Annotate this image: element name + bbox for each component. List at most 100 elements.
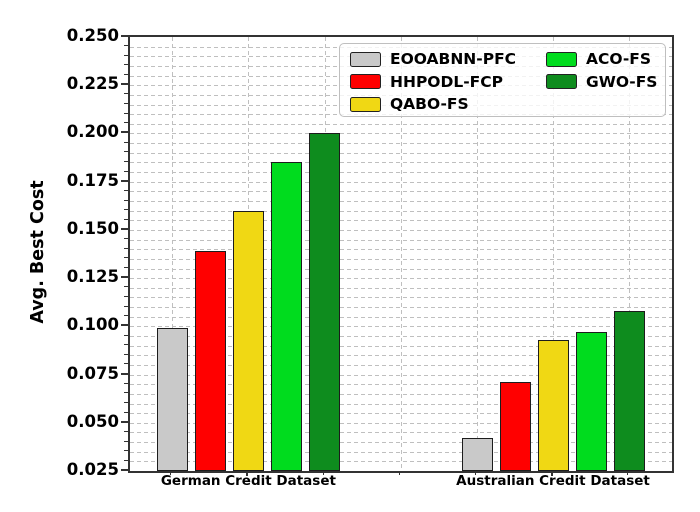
- bar-hhpodl-fcp-australian: [499, 382, 531, 471]
- y-major-tick: [121, 372, 128, 375]
- y-tick-label: 0.250: [66, 26, 119, 45]
- legend-column: EOOABNN-PFC HHPODL-FCP QABO-FS: [350, 48, 516, 116]
- y-minor-tick: [124, 430, 128, 432]
- y-axis-title: Avg. Best Cost: [28, 180, 48, 324]
- x-minor-tick: [474, 471, 476, 475]
- y-minor-tick: [124, 334, 128, 336]
- y-minor-tick: [124, 382, 128, 384]
- y-minor-tick: [124, 392, 128, 394]
- legend-label: HHPODL-FCP: [390, 72, 503, 91]
- bar-gwo-fs-australian: [613, 310, 645, 471]
- y-major-tick: [121, 276, 128, 279]
- legend-entry: ACO-FS: [546, 48, 657, 71]
- legend-label: EOOABNN-PFC: [390, 50, 517, 69]
- y-tick-label: 0.075: [66, 363, 119, 383]
- y-tick-label: 0.050: [66, 411, 119, 431]
- vertical-gridline: [629, 37, 631, 471]
- bar-eooabnn-pfc-german: [156, 328, 188, 471]
- y-minor-tick: [124, 402, 128, 403]
- legend-swatch-eooabnn-pfc: [350, 51, 381, 67]
- y-major-tick: [121, 324, 128, 327]
- y-minor-tick: [124, 54, 128, 56]
- y-major-tick: [121, 179, 128, 182]
- bar-aco-fs-australian: [575, 332, 607, 471]
- vertical-gridline: [553, 37, 554, 471]
- legend-label: ACO-FS: [586, 50, 652, 69]
- y-minor-tick: [124, 295, 128, 297]
- y-major-tick: [121, 35, 128, 37]
- y-minor-tick: [124, 267, 128, 268]
- y-minor-tick: [124, 257, 128, 259]
- legend-swatch-aco-fs: [546, 51, 577, 67]
- legend-entry: QABO-FS: [350, 93, 516, 116]
- y-tick-label: 0.150: [66, 218, 119, 238]
- x-minor-tick: [398, 471, 400, 475]
- x-major-tick: [246, 471, 249, 476]
- y-tick-label: 0.125: [66, 267, 119, 287]
- plot-area: EOOABNN-PFC HHPODL-FCP QABO-FS ACO-FS GWO-FS: [128, 35, 674, 473]
- x-tick-label: German Credit Dataset: [160, 473, 336, 489]
- y-minor-tick: [124, 411, 128, 413]
- y-minor-tick: [124, 74, 128, 76]
- legend: EOOABNN-PFC HHPODL-FCP QABO-FS ACO-FS GWO-FS: [339, 43, 666, 117]
- y-minor-tick: [124, 247, 128, 249]
- y-minor-tick: [124, 440, 128, 442]
- y-minor-tick: [124, 151, 128, 153]
- legend-entry: EOOABNN-PFC: [350, 48, 516, 71]
- x-minor-tick: [322, 471, 324, 475]
- y-minor-tick: [124, 305, 128, 307]
- y-major-tick: [121, 83, 128, 86]
- bar-hhpodl-fcp-german: [194, 251, 226, 471]
- vertical-gridline: [172, 37, 174, 471]
- legend-entry: GWO-FS: [546, 71, 657, 94]
- y-minor-tick: [124, 353, 128, 355]
- y-minor-tick: [124, 286, 128, 288]
- y-minor-tick: [124, 45, 128, 47]
- legend-label: QABO-FS: [390, 95, 469, 114]
- x-minor-tick: [170, 471, 172, 475]
- bar-qabo-fs-australian: [537, 339, 569, 471]
- legend-entry: HHPODL-FCP: [350, 71, 516, 94]
- bar-qabo-fs-german: [232, 210, 264, 471]
- y-major-tick: [121, 131, 128, 134]
- y-minor-tick: [124, 189, 128, 191]
- y-minor-tick: [124, 112, 128, 114]
- y-minor-tick: [124, 64, 128, 66]
- y-minor-tick: [124, 170, 128, 172]
- y-minor-tick: [124, 363, 128, 365]
- y-major-tick: [121, 420, 128, 423]
- y-tick-label: 0.100: [66, 315, 119, 335]
- y-tick-label: 0.025: [66, 460, 119, 479]
- y-minor-tick: [124, 459, 128, 461]
- bar-gwo-fs-german: [308, 133, 340, 471]
- y-major-tick: [121, 469, 128, 471]
- y-minor-tick: [124, 218, 128, 220]
- y-minor-tick: [124, 93, 128, 95]
- y-tick-label: 0.225: [66, 74, 119, 94]
- y-minor-tick: [124, 209, 128, 211]
- y-minor-tick: [124, 238, 128, 239]
- y-minor-tick: [124, 103, 128, 104]
- legend-label: GWO-FS: [586, 72, 658, 91]
- y-tick-label: 0.200: [66, 122, 119, 142]
- x-major-tick: [551, 471, 553, 476]
- y-minor-tick: [124, 160, 128, 162]
- y-minor-tick: [124, 122, 128, 124]
- y-tick-label: 0.175: [66, 170, 119, 190]
- bar-eooabnn-pfc-australian: [461, 438, 493, 471]
- vertical-gridline: [476, 37, 478, 471]
- x-minor-tick: [627, 471, 629, 475]
- x-tick-label: Australian Credit Dataset: [456, 473, 650, 489]
- bar-aco-fs-german: [270, 162, 302, 471]
- y-minor-tick: [124, 344, 128, 346]
- legend-swatch-qabo-fs: [350, 96, 381, 112]
- y-major-tick: [121, 227, 128, 230]
- legend-swatch-gwo-fs: [546, 74, 577, 90]
- y-minor-tick: [124, 199, 128, 201]
- vertical-gridline: [400, 37, 402, 471]
- y-minor-tick: [124, 141, 128, 143]
- legend-column: ACO-FS GWO-FS: [546, 48, 657, 93]
- y-minor-tick: [124, 450, 128, 452]
- legend-swatch-hhpodl-fcp: [350, 74, 381, 90]
